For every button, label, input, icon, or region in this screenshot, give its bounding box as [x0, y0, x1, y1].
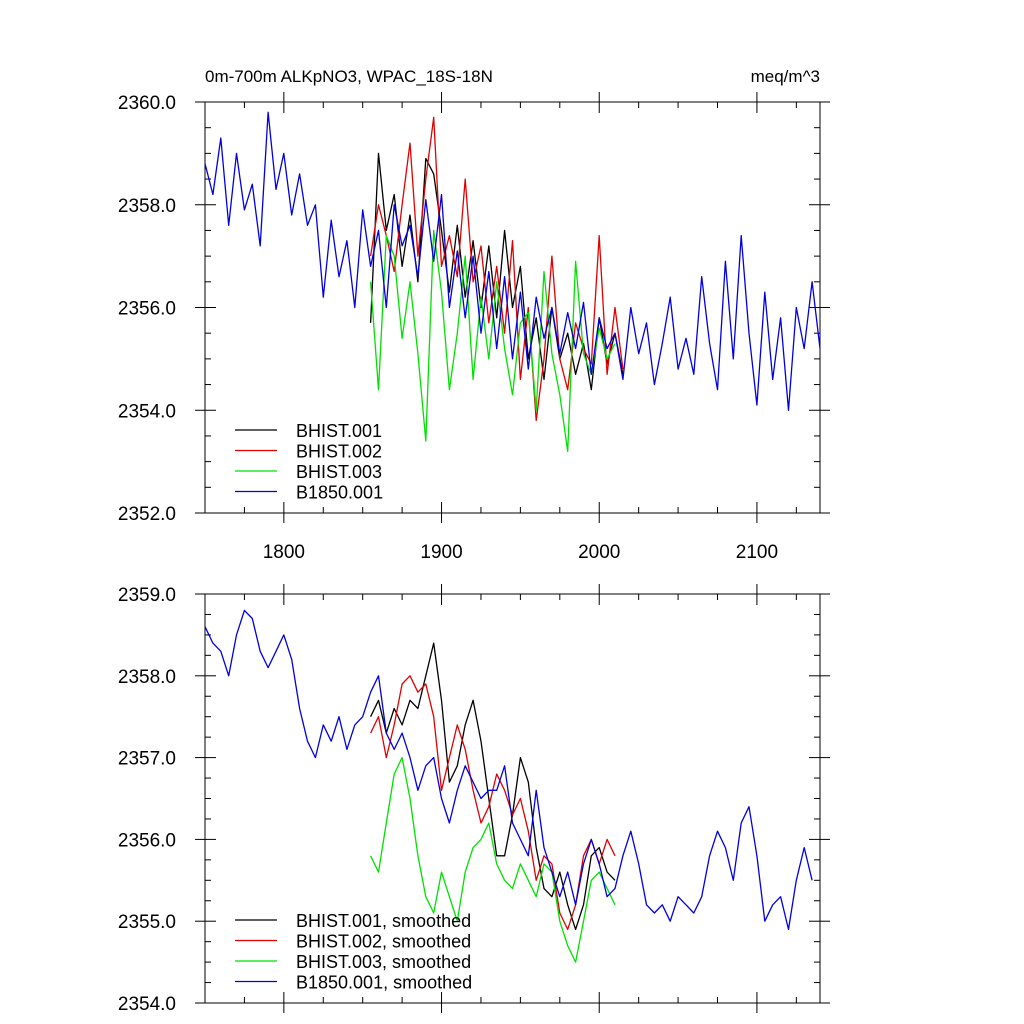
legend-label: BHIST.003, smoothed [296, 952, 471, 972]
top-panel: 0m-700m ALKpNO3, WPAC_18S-18N meq/m^3 18… [118, 67, 830, 563]
top-y-tick-label: 2354.0 [118, 401, 176, 422]
legend-label: BHIST.002, smoothed [296, 932, 471, 952]
bottom-y-tick-label: 2357.0 [118, 749, 176, 770]
series-line-bhist-001 [370, 642, 616, 931]
legend-label: BHIST.001 [296, 421, 382, 441]
top-panel-title: 0m-700m ALKpNO3, WPAC_18S-18N [205, 67, 493, 86]
top-x-tick-label: 2000 [578, 542, 620, 563]
top-x-tick-label: 2100 [736, 542, 778, 563]
top-x-tick-label: 1800 [263, 542, 305, 563]
legend-label: B1850.001 [296, 483, 383, 503]
series-line-b1850-001 [204, 111, 821, 411]
bottom-y-tick-label: 2354.0 [118, 994, 176, 1015]
bottom-y-tick-label: 2358.0 [118, 667, 176, 688]
legend-label: BHIST.001, smoothed [296, 911, 471, 931]
series-line-bhist-003 [369, 229, 616, 453]
top-x-tick-label: 1900 [420, 542, 462, 563]
bottom-y-tick-label: 2355.0 [118, 912, 176, 933]
top-y-tick-label: 2356.0 [118, 299, 176, 320]
bottom-y-tick-label: 2359.0 [118, 585, 176, 606]
legend-label: BHIST.002 [296, 442, 382, 462]
top-panel-units: meq/m^3 [751, 67, 820, 86]
legend-label: BHIST.003 [296, 462, 382, 482]
top-y-tick-label: 2358.0 [118, 196, 176, 217]
top-y-tick-label: 2352.0 [118, 504, 176, 525]
series-line-bhist-001 [369, 152, 624, 391]
series-line-b1850-001 [204, 609, 813, 931]
series-line-bhist-003 [370, 756, 616, 963]
series-line-bhist-002 [369, 116, 624, 422]
top-y-tick-label: 2360.0 [118, 93, 176, 114]
bottom-y-tick-label: 2356.0 [118, 830, 176, 851]
legend-label: B1850.001, smoothed [296, 973, 472, 993]
bottom-panel: 2354.0 2355.0 2356.0 2357.0 2358.0 2359.0 BHIS… [118, 584, 830, 1015]
